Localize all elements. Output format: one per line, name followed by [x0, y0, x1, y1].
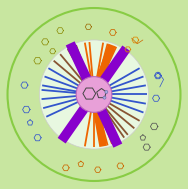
Circle shape: [105, 91, 108, 94]
Circle shape: [39, 40, 149, 149]
Circle shape: [103, 96, 106, 99]
Circle shape: [8, 8, 180, 181]
Circle shape: [76, 77, 112, 112]
